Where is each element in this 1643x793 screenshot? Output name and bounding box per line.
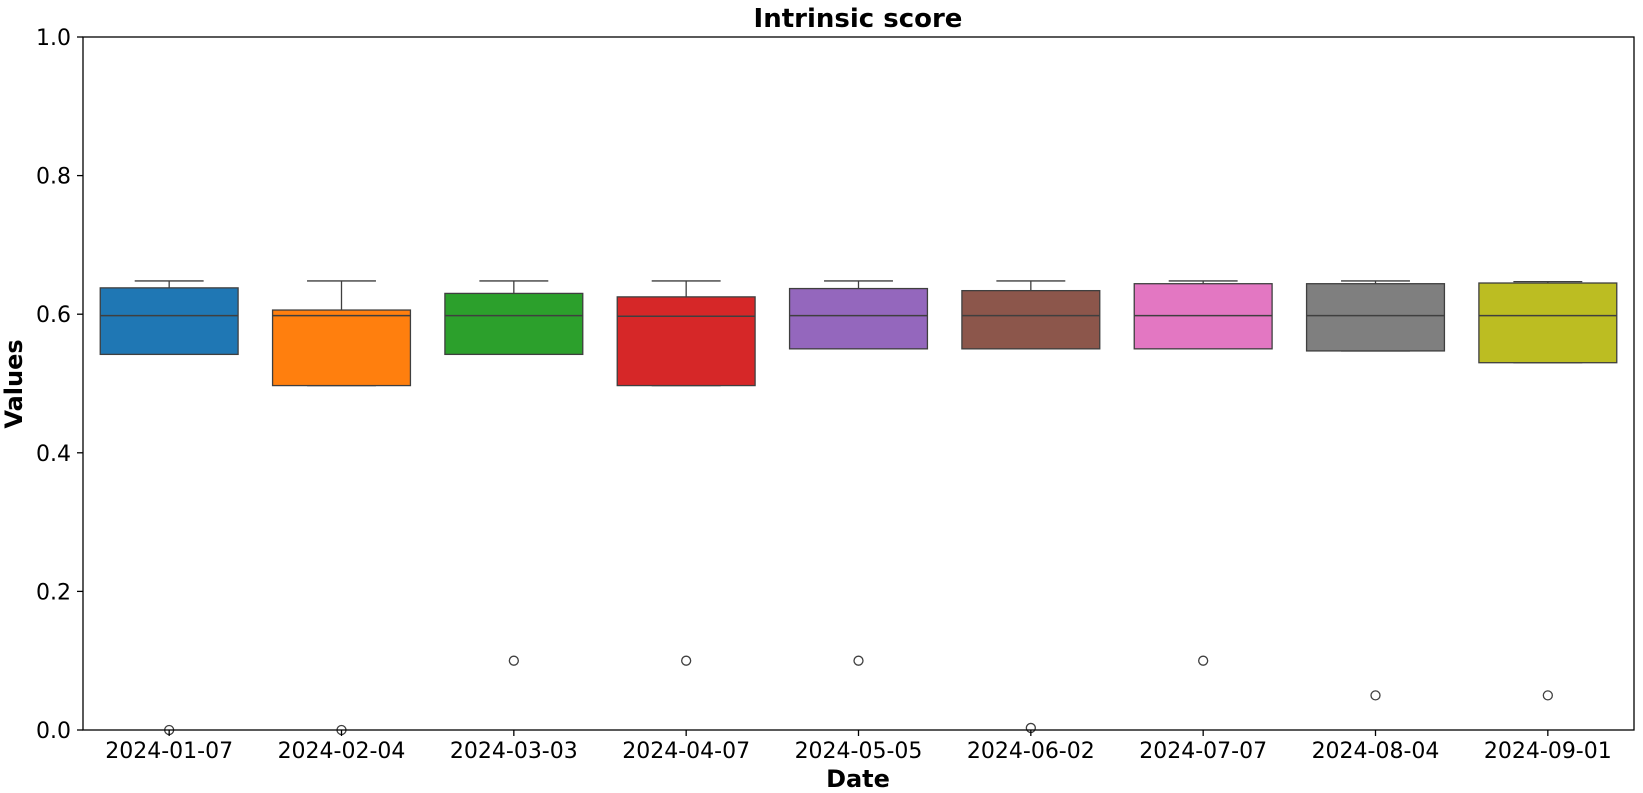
box-group (444, 280, 584, 666)
x-tick-label: 2024-09-01 (1484, 739, 1612, 764)
y-axis-title: Values (0, 339, 28, 428)
box-group (616, 280, 756, 666)
x-tick-label: 2024-03-03 (450, 739, 578, 764)
outlier-point (681, 655, 692, 666)
box-group (271, 280, 412, 736)
x-tick-label: 2024-02-04 (278, 739, 406, 764)
outlier-point (1370, 690, 1381, 701)
outlier-point (1198, 655, 1209, 666)
box-group (1133, 280, 1273, 666)
plot-area: 0.0 0.2 0.4 0.6 0.8 1.0 2024-01-07 2024-02-04 20… (36, 26, 1635, 764)
box-iqr (961, 289, 1101, 350)
box-group (961, 280, 1101, 734)
y-tick-label: 0.8 (36, 165, 71, 190)
x-tick-label: 2024-06-02 (967, 739, 1095, 764)
box-iqr (444, 292, 584, 356)
outlier-point (853, 655, 864, 666)
box-group (1478, 280, 1618, 701)
box-iqr (788, 287, 929, 350)
box-group (788, 280, 929, 666)
box-group (99, 280, 239, 736)
y-tick-label: 0.6 (36, 303, 71, 328)
x-tick-label: 2024-08-04 (1312, 739, 1440, 764)
x-tick-label: 2024-04-07 (622, 739, 750, 764)
x-tick-label: 2024-05-05 (795, 739, 923, 764)
y-tick-label: 0.2 (36, 580, 71, 605)
chart-title: Intrinsic score (754, 4, 963, 34)
box-group (1305, 280, 1446, 701)
y-tick-label: 0.4 (36, 442, 71, 467)
outlier-point (508, 655, 519, 666)
x-tick-label: 2024-01-07 (105, 739, 233, 764)
box-iqr (1305, 283, 1446, 352)
box-iqr (616, 296, 756, 387)
box-iqr (99, 287, 239, 356)
y-tick-label: 0.0 (36, 719, 71, 744)
x-axis-title: Date (826, 765, 890, 793)
x-tick-label: 2024-07-07 (1139, 739, 1267, 764)
box-iqr (1478, 282, 1618, 364)
y-tick-label: 1.0 (36, 26, 71, 51)
outlier-point (1542, 690, 1553, 701)
box-iqr (271, 309, 412, 387)
